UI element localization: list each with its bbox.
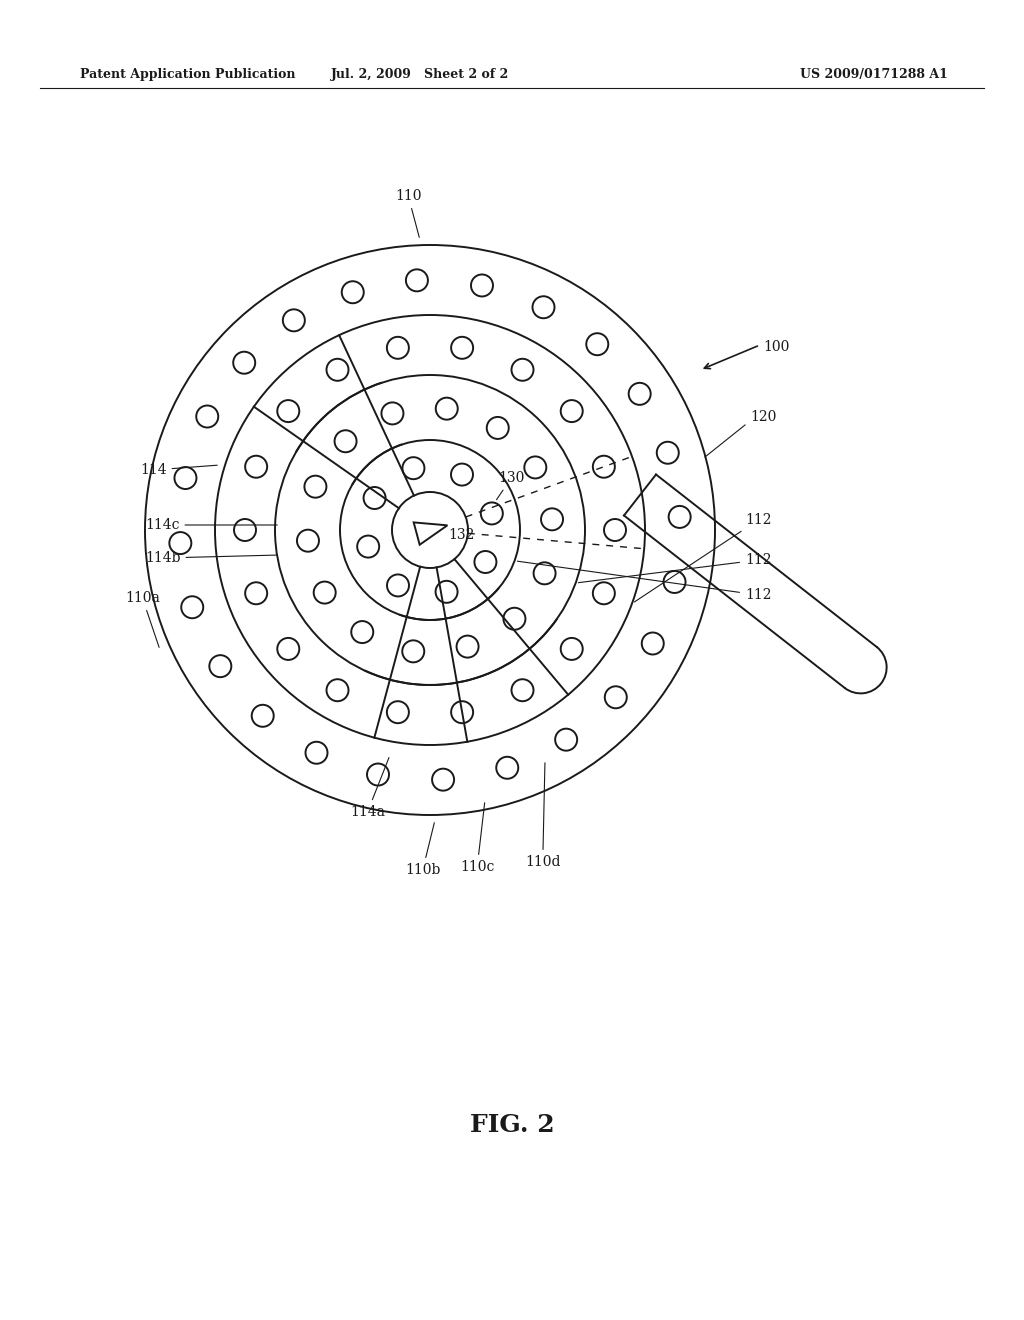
Text: 110b: 110b <box>406 822 440 876</box>
Text: 110c: 110c <box>460 803 495 874</box>
Text: 114b: 114b <box>145 550 278 565</box>
Text: US 2009/0171288 A1: US 2009/0171288 A1 <box>800 69 948 81</box>
Text: 110d: 110d <box>525 763 560 869</box>
Text: 110a: 110a <box>125 591 160 647</box>
Text: 100: 100 <box>763 341 790 354</box>
Text: 114c: 114c <box>145 517 278 532</box>
Text: 112: 112 <box>579 553 771 582</box>
Text: 132: 132 <box>449 528 474 543</box>
Text: Patent Application Publication: Patent Application Publication <box>80 69 296 81</box>
Text: 112: 112 <box>634 513 771 602</box>
Text: 114: 114 <box>140 463 217 477</box>
Text: 112: 112 <box>517 561 771 602</box>
Text: 130: 130 <box>497 471 524 500</box>
Text: FIG. 2: FIG. 2 <box>470 1113 554 1137</box>
Text: Jul. 2, 2009   Sheet 2 of 2: Jul. 2, 2009 Sheet 2 of 2 <box>331 69 509 81</box>
Text: 110: 110 <box>395 189 422 238</box>
Text: 114a: 114a <box>350 758 389 818</box>
Text: 120: 120 <box>750 411 776 424</box>
